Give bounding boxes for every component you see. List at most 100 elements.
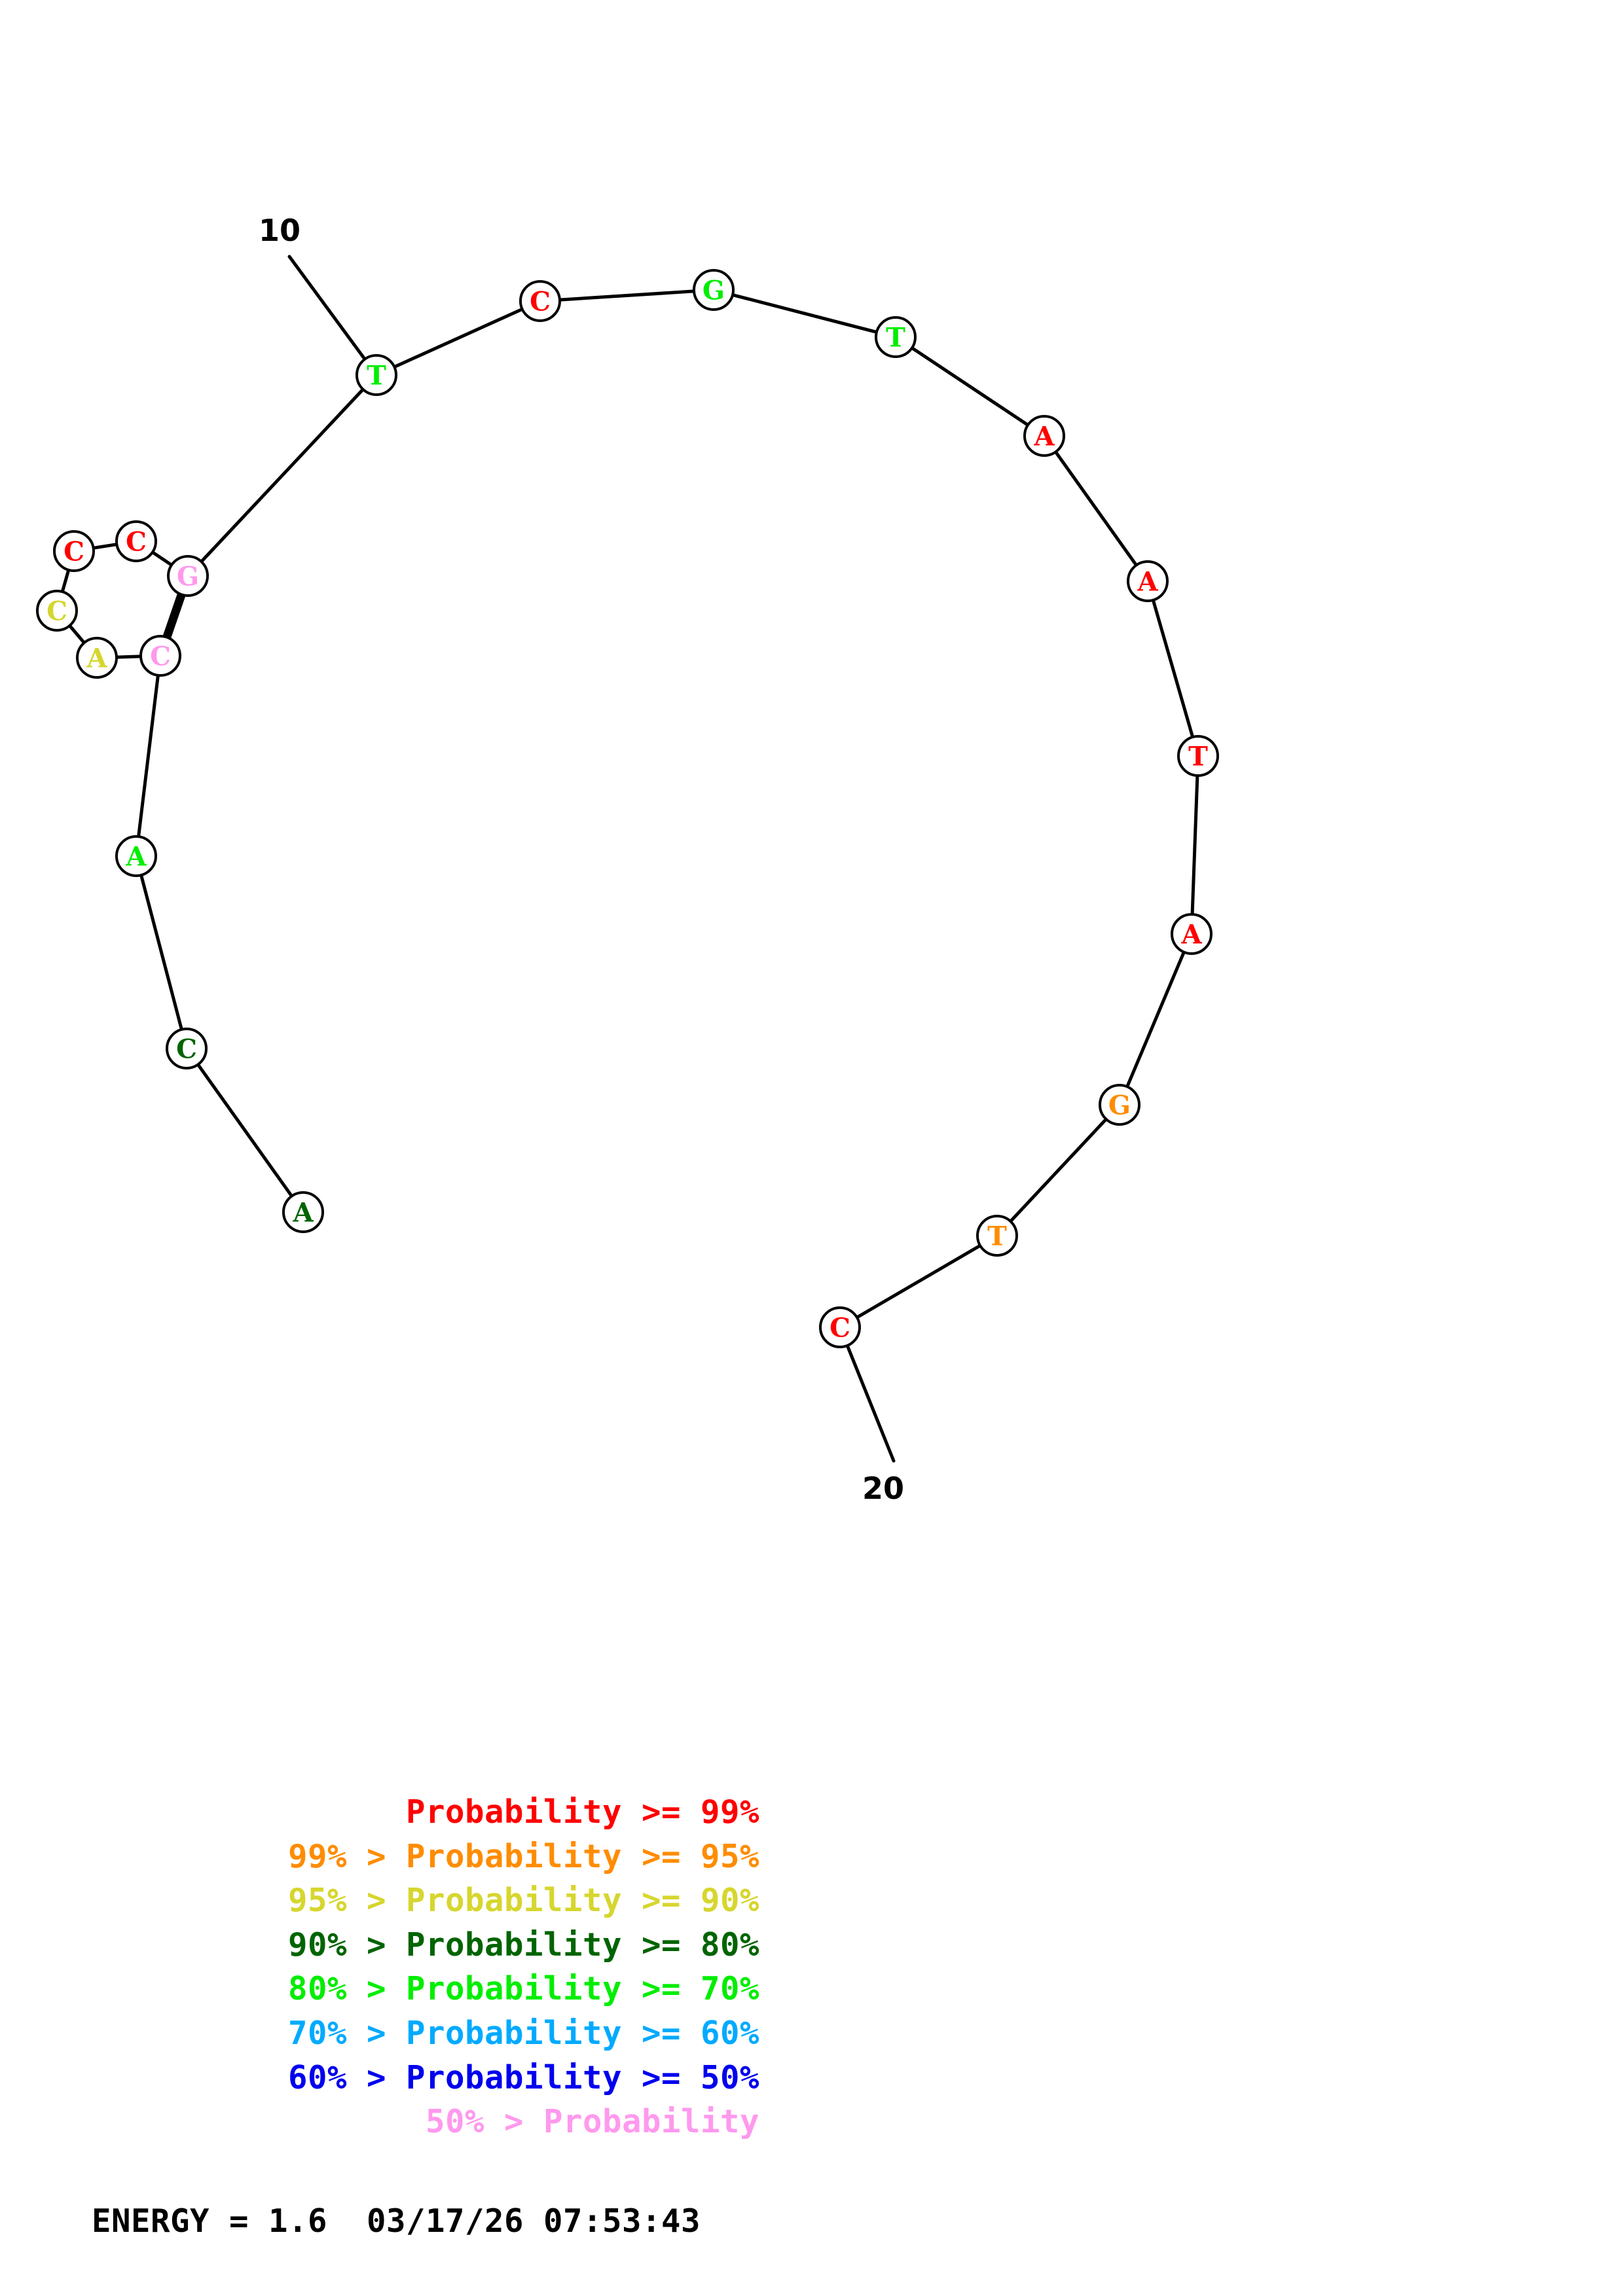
base-node-t-b7[interactable]: T — [875, 316, 917, 358]
base-circle — [356, 354, 397, 396]
base-node-c-b5[interactable]: C — [519, 280, 561, 322]
base-circle — [1023, 415, 1065, 457]
backbone-b7-b8 — [910, 346, 1030, 427]
base-circle — [76, 637, 118, 679]
base-label: C — [150, 641, 171, 672]
base-label: A — [86, 643, 107, 674]
base-circle — [519, 280, 561, 322]
base-circle — [1127, 560, 1169, 602]
base-label: A — [125, 842, 147, 872]
base-node-c-b15[interactable]: C — [36, 590, 78, 632]
backbone-b11-b12 — [1125, 950, 1186, 1088]
legend-row-3: 90% > Probability >= 80% — [287, 1926, 759, 1964]
base-circle — [115, 520, 157, 562]
backbone-b13-b14 — [855, 1244, 982, 1319]
backbone-b12-b13 — [1008, 1117, 1108, 1223]
backbone-b4-b5 — [392, 307, 524, 369]
backbone-lines — [60, 289, 1199, 1319]
base-pair-lines — [162, 593, 186, 639]
base-label: C — [64, 537, 84, 567]
backbone-b2-b3 — [151, 550, 173, 567]
base-label: C — [126, 527, 147, 558]
base-node-c-b1[interactable]: C — [53, 530, 95, 572]
base-label: A — [1180, 920, 1202, 950]
base-label: C — [176, 1034, 197, 1065]
legend-row-7: 50% > Probability — [425, 2103, 759, 2141]
backbone-b18-b17 — [137, 673, 160, 838]
base-label: G — [702, 276, 725, 306]
base-label: G — [1108, 1090, 1131, 1121]
backbone-b3-b4 — [200, 387, 365, 564]
backbone-b8-b9 — [1053, 450, 1139, 567]
base-node-g-b6[interactable]: G — [693, 269, 735, 311]
base-label: A — [1137, 567, 1158, 598]
base-circle — [693, 269, 735, 311]
base-circle — [139, 635, 181, 677]
energy-timestamp-line: ENERGY = 1.6 03/17/26 07:53:43 — [92, 2202, 701, 2240]
base-node-a-b11[interactable]: A — [1171, 913, 1213, 955]
base-circle — [875, 316, 917, 358]
base-label: A — [1033, 422, 1055, 452]
backbone-b19-b18 — [139, 873, 183, 1031]
base-node-t-b13[interactable]: T — [976, 1215, 1018, 1257]
base-label: T — [886, 323, 905, 353]
backbone-b17-b16 — [115, 655, 143, 659]
base-node-t-b4[interactable]: T — [356, 354, 397, 396]
legend-row-5: 70% > Probability >= 60% — [287, 2015, 759, 2053]
backbone-b1-b2 — [92, 543, 119, 550]
base-node-g-b3[interactable]: G — [167, 555, 209, 597]
legend-row-1: 99% > Probability >= 95% — [287, 1837, 759, 1875]
base-label: T — [1188, 742, 1208, 772]
num-20: 20 — [862, 1471, 904, 1506]
base-circle — [1171, 913, 1213, 955]
backbone-b20-b19 — [196, 1062, 294, 1198]
base-label: C — [46, 596, 67, 627]
base-node-a-b8[interactable]: A — [1023, 415, 1065, 457]
base-node-c-b14[interactable]: C — [819, 1306, 861, 1348]
base-node-a-b20[interactable]: A — [282, 1191, 324, 1233]
base-circle — [166, 1028, 208, 1069]
num-10: 10 — [259, 213, 301, 248]
base-node-t-b10[interactable]: T — [1177, 735, 1219, 777]
backbone-b9-b10 — [1151, 598, 1195, 739]
base-node-c-b17[interactable]: C — [139, 635, 181, 677]
base-label: C — [830, 1313, 850, 1344]
backbone-b15-b1 — [60, 568, 71, 594]
base-node-c-b19[interactable]: C — [166, 1028, 208, 1069]
backbone-b6-b7 — [731, 293, 879, 334]
base-node-a-b18[interactable]: A — [115, 835, 157, 877]
legend-row-6: 60% > Probability >= 50% — [287, 2058, 759, 2096]
backbone-b16-b15 — [67, 624, 86, 645]
base-circle — [36, 590, 78, 632]
base-label: T — [987, 1221, 1007, 1252]
base-node-a-b9[interactable]: A — [1127, 560, 1169, 602]
base-label: C — [530, 287, 551, 317]
base-circle — [115, 835, 157, 877]
legend-row-2: 95% > Probability >= 90% — [287, 1882, 759, 1920]
base-circle — [1177, 735, 1219, 777]
sequence-numbers: 10 20 — [259, 213, 904, 1506]
backbone-b5-b6 — [558, 289, 696, 302]
base-circle — [976, 1215, 1018, 1257]
tail-10 — [287, 255, 367, 361]
base-pair-b3-b17 — [162, 593, 186, 639]
base-circle — [53, 530, 95, 572]
base-circle — [1099, 1084, 1140, 1126]
probability-legend: Probability >= 99% 99% > Probability >= 9… — [92, 1790, 943, 2144]
tail-lines — [287, 255, 896, 1463]
base-circle — [167, 555, 209, 597]
base-circle — [819, 1306, 861, 1348]
base-label: G — [177, 562, 199, 592]
base-label: T — [367, 361, 386, 391]
legend-row-4: 80% > Probability >= 70% — [287, 1970, 759, 2008]
base-node-a-b16[interactable]: A — [76, 637, 118, 679]
base-node-g-b12[interactable]: G — [1099, 1084, 1140, 1126]
base-circle — [282, 1191, 324, 1233]
legend-row-0: Probability >= 99% — [405, 1793, 759, 1831]
base-node-c-b2[interactable]: C — [115, 520, 157, 562]
backbone-b10-b11 — [1190, 774, 1199, 916]
base-label: A — [292, 1198, 314, 1229]
tail-20 — [845, 1344, 896, 1463]
